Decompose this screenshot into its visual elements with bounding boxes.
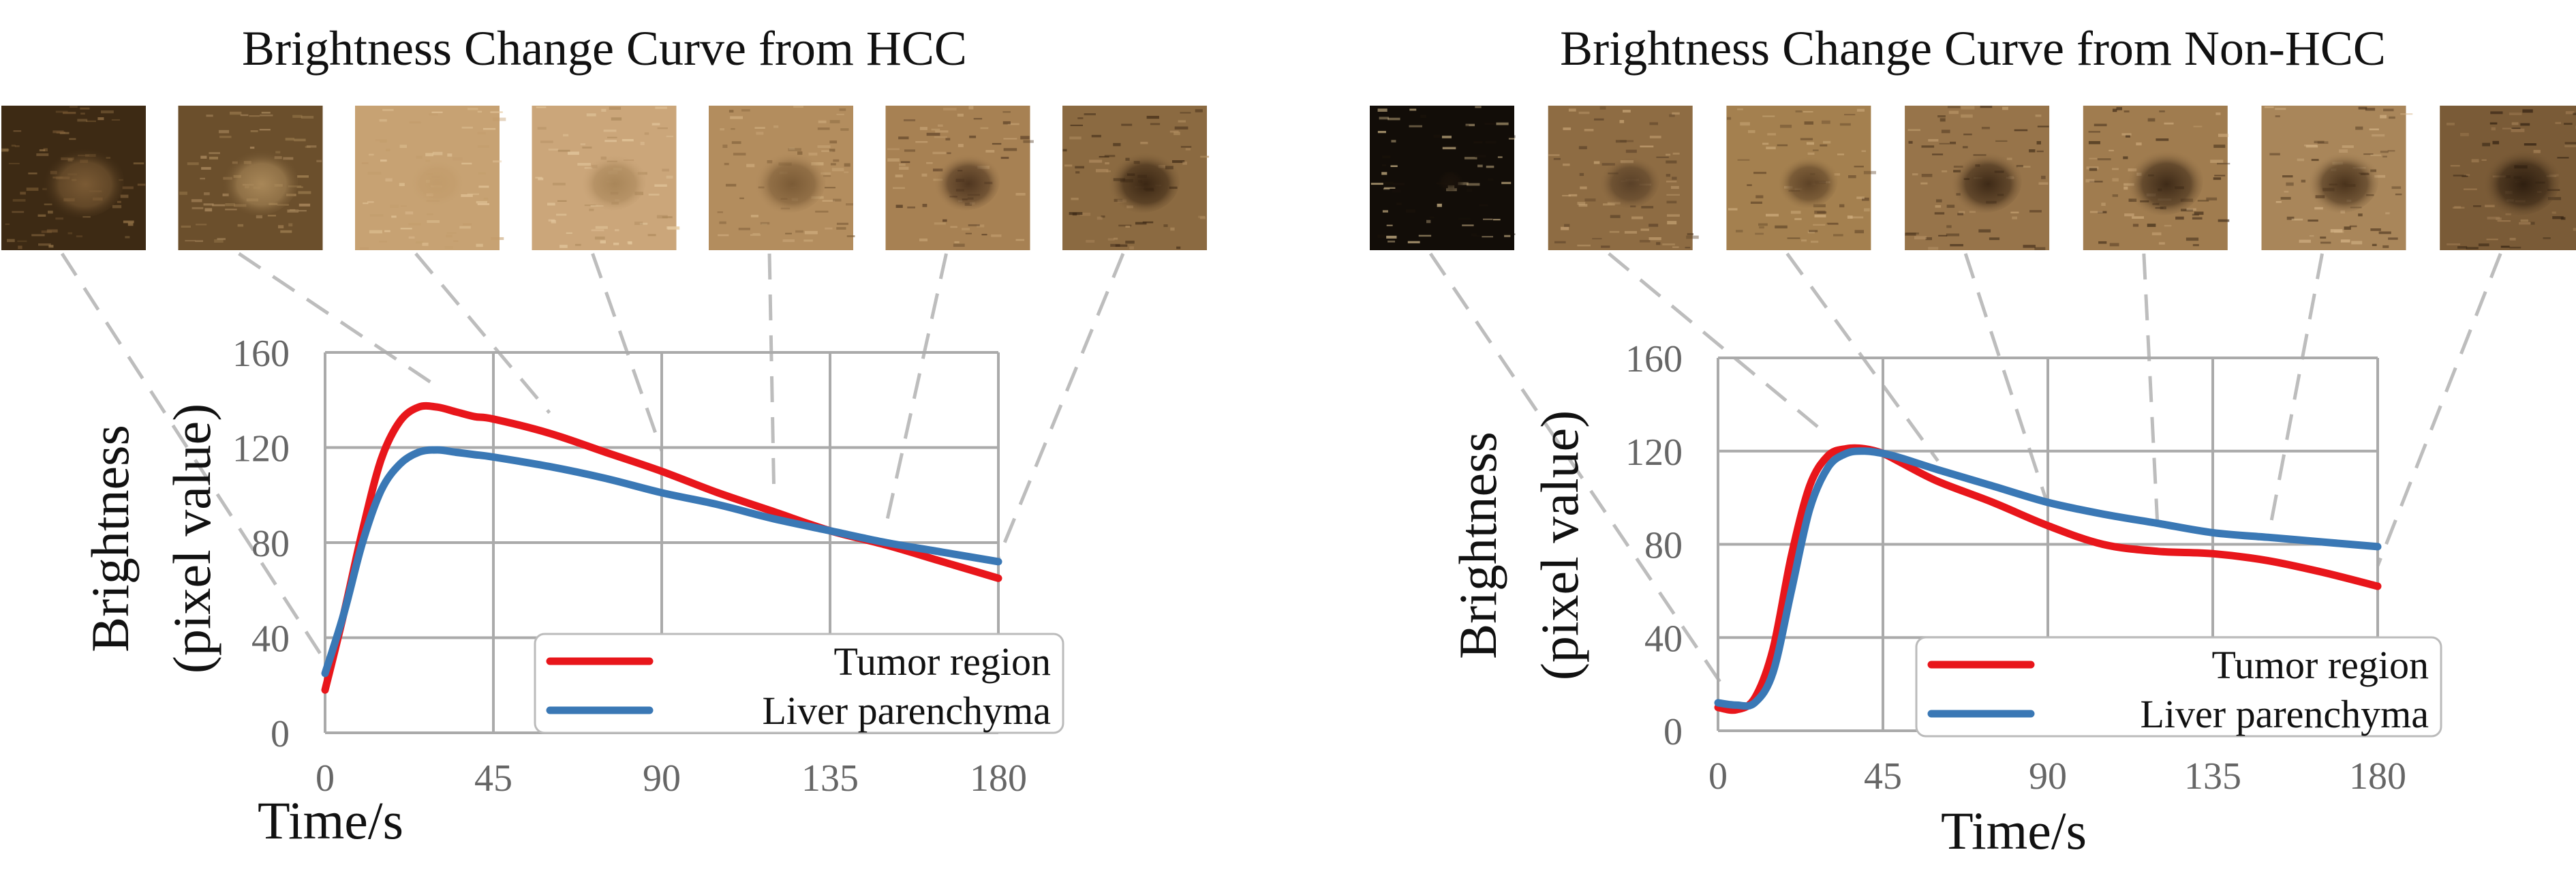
leader-lines [1428,252,2502,688]
y-tick-label: 80 [251,523,290,565]
ultrasound-thumbnail [1905,106,2050,250]
leader-line [1428,252,1726,688]
ultrasound-thumbnail [1062,106,1210,250]
panel-title: Brightness Change Curve from HCC [242,21,967,76]
x-tick-label: 90 [2029,755,2067,798]
x-tick-label: 135 [2184,755,2241,798]
x-tick-label: 180 [2349,755,2406,798]
thumbnail-strip [1,106,1210,250]
ultrasound-thumbnail [178,106,323,250]
y-tick-label: 0 [271,713,290,755]
y-tick-label: 120 [1625,432,1683,474]
series-line-liver-parenchyma [321,446,1002,678]
y-axis-label-line-1: Brightness [80,425,140,652]
leader-line [2266,253,2324,541]
leader-line [1608,252,1829,437]
legend-label: Tumor region [2212,643,2429,687]
ultrasound-thumbnail [1726,106,1876,250]
x-tick-label: 90 [643,757,681,800]
ultrasound-thumbnail [1548,106,1699,250]
leader-line [2142,253,2160,531]
y-tick-label: 160 [232,333,290,375]
leader-line [996,253,1125,559]
ultrasound-thumbnail [1370,106,1516,250]
ultrasound-thumbnail [532,106,680,250]
legend-label: Liver parenchyma [2140,692,2429,736]
x-axis-label: Time/s [1941,801,2087,860]
legend-label: Tumor region [834,639,1052,684]
ultrasound-thumbnail [885,106,1034,250]
leader-line [1963,253,2050,506]
y-axis-label-line-2: (pixel value) [162,404,221,673]
plot-area: 0 45 90 135 180 0 40 80 120 160 [1625,338,2406,798]
leader-line [414,252,551,414]
y-tick-label: 160 [1625,338,1683,380]
leader-line [767,253,776,491]
x-axis-label: Time/s [258,791,403,850]
y-tick-label: 40 [1644,618,1683,660]
ultrasound-thumbnail [2083,106,2230,250]
leader-line [60,252,333,671]
y-tick-label: 120 [232,428,290,470]
series-line-liver-parenchyma [1714,447,2382,710]
ultrasound-thumbnail [2440,106,2576,250]
x-tick-label: 135 [801,757,859,800]
leader-line [2376,253,2502,566]
y-axis-label-line-1: Brightness [1448,432,1507,659]
legend: Tumor region Liver parenchyma [1915,636,2442,738]
x-tick-label: 180 [970,757,1027,800]
y-tick-label: 80 [1644,525,1683,567]
panel-title: Brightness Change Curve from Non-HCC [1560,21,2386,76]
leader-line [884,253,948,526]
ultrasound-thumbnail [2261,106,2413,250]
x-tick-label: 45 [1864,755,1902,798]
panel-hcc: Brightness Change Curve from HCC 0 45 90 13… [1,21,1210,850]
x-tick-label: 0 [1708,755,1728,798]
ultrasound-thumbnail [709,106,855,250]
ultrasound-thumbnail [1,106,146,250]
y-tick-label: 0 [1663,711,1683,753]
x-tick-label: 0 [316,757,335,800]
y-tick-label: 40 [251,618,290,661]
x-tick-label: 45 [474,757,512,800]
plot-area: 0 45 90 135 180 0 40 80 120 160 [232,333,1027,800]
ultrasound-thumbnail [355,106,506,250]
legend-box [534,633,1064,734]
series-line-tumor-region [1714,444,2382,714]
legend-label: Liver parenchyma [762,688,1051,733]
panel-non-hcc: Brightness Change Curve from Non-HCC 0 45… [1370,21,2576,860]
legend-box [1915,636,2442,738]
y-axis-label-line-2: (pixel value) [1530,410,1589,680]
thumbnail-strip [1370,106,2576,250]
